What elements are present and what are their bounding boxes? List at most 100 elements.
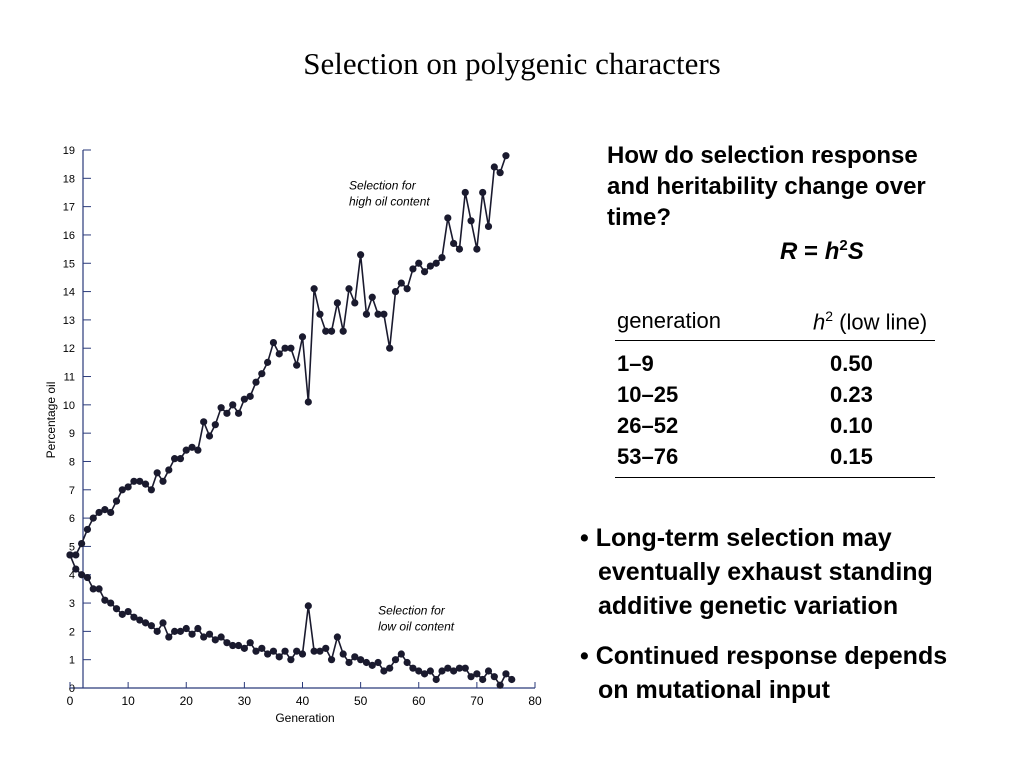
- point: [438, 667, 446, 675]
- point: [484, 222, 493, 231]
- point: [415, 667, 423, 675]
- point: [461, 188, 469, 197]
- point: [339, 650, 347, 658]
- point: [397, 279, 405, 287]
- point: [112, 605, 121, 613]
- point: [264, 358, 272, 366]
- point: [415, 259, 423, 267]
- x-tick-label: 80: [528, 694, 542, 708]
- point: [269, 647, 278, 655]
- series-line: [70, 155, 507, 556]
- point: [171, 627, 179, 635]
- point: [374, 310, 382, 318]
- y-tick-label: 6: [69, 513, 75, 525]
- table-cell: 0.15: [830, 444, 873, 469]
- table: generation h2 (low line) 1–9 0.50 10–25 0.2…: [615, 306, 935, 481]
- x-tick-label: 40: [296, 694, 310, 708]
- point: [234, 409, 243, 417]
- question-line: time?: [607, 204, 672, 231]
- point: [153, 469, 161, 477]
- point: [339, 327, 347, 335]
- point: [502, 670, 510, 678]
- point: [304, 398, 312, 406]
- slide-title: Selection on polygenic characters: [303, 46, 721, 81]
- point: [293, 647, 301, 655]
- point: [496, 169, 504, 177]
- point: [450, 667, 458, 675]
- bullets: • Long-term selection may eventually exh…: [580, 521, 947, 707]
- point: [252, 378, 260, 386]
- point: [165, 466, 173, 474]
- point: [89, 585, 97, 593]
- point: [345, 285, 353, 293]
- point: [310, 647, 318, 655]
- point: [386, 664, 394, 672]
- point: [211, 636, 219, 644]
- point: [159, 619, 167, 627]
- point: [252, 647, 260, 655]
- point: [450, 239, 458, 248]
- y-tick-label: 15: [63, 258, 75, 270]
- point: [293, 361, 301, 369]
- point: [205, 432, 214, 440]
- point: [176, 455, 185, 463]
- annotation: high oil content: [349, 195, 430, 209]
- point: [409, 664, 417, 672]
- annotation: low oil content: [378, 619, 455, 633]
- point: [281, 647, 289, 655]
- rule: [615, 340, 935, 341]
- point: [391, 287, 400, 296]
- y-tick-label: 4: [69, 570, 75, 582]
- point: [217, 633, 225, 641]
- point: [107, 508, 115, 517]
- point: [479, 188, 487, 197]
- formula-eq: =: [797, 238, 825, 265]
- point: [240, 644, 248, 652]
- point: [200, 418, 208, 426]
- point: [362, 658, 371, 667]
- point: [298, 333, 307, 341]
- point: [165, 633, 173, 641]
- point: [72, 565, 80, 573]
- table-header: generation: [617, 308, 721, 333]
- point: [490, 673, 498, 681]
- point: [107, 599, 115, 607]
- point: [223, 409, 231, 417]
- point: [467, 217, 475, 225]
- point: [275, 653, 283, 661]
- point: [380, 667, 388, 675]
- question-line: and heritability change over: [607, 173, 926, 200]
- point: [426, 667, 434, 675]
- point: [217, 404, 225, 412]
- point: [409, 265, 417, 273]
- point: [118, 486, 126, 494]
- y-tick-label: 7: [69, 485, 75, 497]
- header-rest: (low line): [833, 309, 928, 335]
- point: [101, 506, 109, 514]
- y-tick-label: 3: [69, 598, 75, 610]
- y-tick-label: 2: [69, 626, 75, 638]
- point: [391, 656, 400, 664]
- formula-h: h: [824, 238, 840, 265]
- y-tick-label: 18: [63, 173, 75, 185]
- y-tick-label: 1: [69, 655, 75, 667]
- y-tick-label: 19: [63, 145, 75, 157]
- point: [502, 152, 510, 160]
- point: [234, 641, 243, 650]
- point: [95, 508, 103, 517]
- point: [304, 602, 312, 610]
- point: [298, 650, 307, 658]
- point: [386, 344, 394, 352]
- header-sup: 2: [825, 308, 834, 324]
- point: [83, 525, 92, 534]
- bullet-line: eventually exhaust standing: [598, 558, 933, 586]
- table-cell: 1–9: [617, 351, 654, 376]
- point: [112, 497, 121, 505]
- table-cell: 53–76: [617, 444, 679, 469]
- point: [101, 596, 109, 604]
- table-cell: 0.23: [830, 382, 873, 407]
- point: [141, 619, 150, 627]
- point: [426, 262, 434, 270]
- question: How do selection response and heritabili…: [607, 140, 926, 233]
